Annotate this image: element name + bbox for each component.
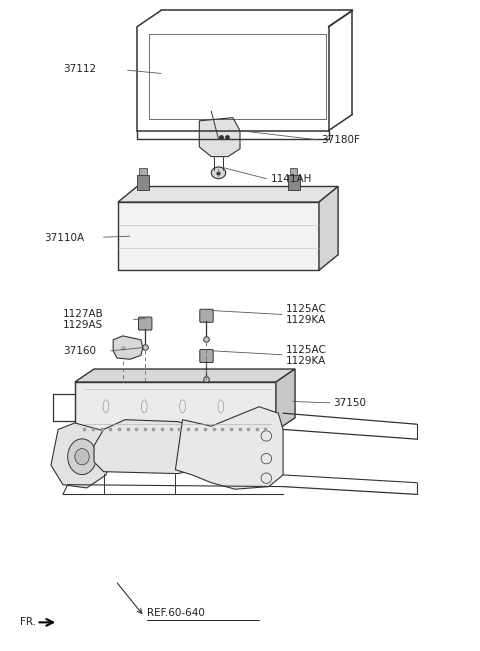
Polygon shape xyxy=(319,186,338,270)
Bar xyxy=(75,382,276,431)
Text: 37112: 37112 xyxy=(63,64,96,74)
Text: 37160: 37160 xyxy=(63,346,96,357)
Text: 37180F: 37180F xyxy=(322,135,360,145)
Bar xyxy=(118,202,319,270)
Bar xyxy=(290,168,298,175)
Polygon shape xyxy=(175,407,283,489)
Polygon shape xyxy=(94,420,214,474)
Text: 1127AB: 1127AB xyxy=(63,309,104,320)
FancyBboxPatch shape xyxy=(200,350,213,363)
Polygon shape xyxy=(113,336,143,359)
Text: 1129AS: 1129AS xyxy=(63,320,103,331)
Ellipse shape xyxy=(75,449,89,465)
Text: 1125AC: 1125AC xyxy=(286,304,326,314)
Text: 37150: 37150 xyxy=(333,398,366,408)
Text: 1141AH: 1141AH xyxy=(271,174,312,184)
Polygon shape xyxy=(199,118,240,157)
Text: REF.60-640: REF.60-640 xyxy=(147,608,204,618)
FancyBboxPatch shape xyxy=(139,317,152,330)
Polygon shape xyxy=(118,186,338,202)
Ellipse shape xyxy=(211,167,226,178)
Text: FR.: FR. xyxy=(20,617,36,628)
Text: 1129KA: 1129KA xyxy=(286,355,326,366)
FancyBboxPatch shape xyxy=(200,309,213,322)
Bar xyxy=(137,175,149,189)
Text: 1125AC: 1125AC xyxy=(286,344,326,355)
Text: 1129KA: 1129KA xyxy=(286,315,326,326)
Bar xyxy=(288,175,300,189)
Polygon shape xyxy=(75,369,295,382)
Bar xyxy=(140,168,147,175)
Polygon shape xyxy=(276,369,295,431)
Ellipse shape xyxy=(68,439,96,475)
Polygon shape xyxy=(51,423,113,488)
Text: 37110A: 37110A xyxy=(44,233,84,243)
